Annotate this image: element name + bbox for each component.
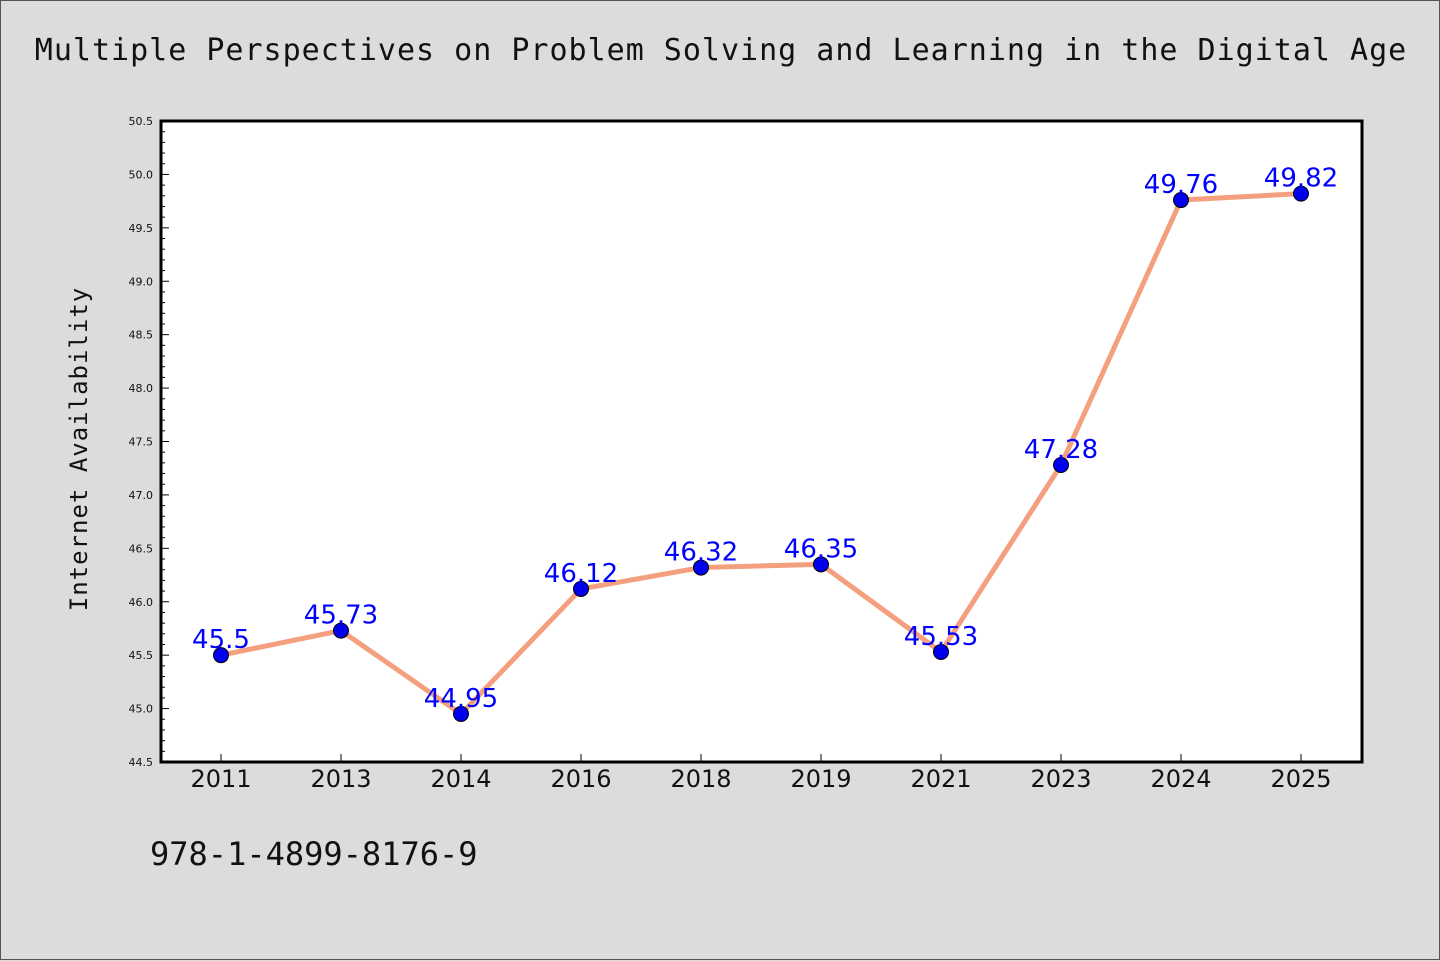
y-tick-label: 48.5	[129, 329, 154, 342]
x-tick-label: 2011	[190, 765, 251, 793]
x-tick-label: 2014	[430, 765, 491, 793]
series-group	[213, 185, 1309, 722]
data-point	[693, 559, 709, 576]
data-point	[933, 643, 949, 660]
x-axis: 2011 2013 2014 2016 2018 2019 2021 2023 2024 2025	[190, 754, 1332, 793]
data-label: 46.32	[664, 538, 738, 568]
y-tick-label: 47.5	[129, 436, 154, 449]
data-label: 45.53	[904, 622, 978, 652]
y-tick-label: 46.0	[129, 596, 154, 609]
data-point	[333, 622, 349, 639]
y-tick-label: 46.5	[129, 542, 154, 555]
data-label: 45.5	[192, 625, 250, 655]
y-axis: 44.5 45.0 45.5 46.0 46.5 47.0 47.5 48.0 48.5 49.0…	[129, 115, 169, 769]
y-tick-label: 50.0	[129, 168, 154, 181]
data-label: 49.76	[1144, 170, 1218, 200]
data-labels-group: 45.5 45.73 44.95 46.12 46.32 46.35 45.53 47.28 4…	[192, 164, 1338, 714]
y-tick-label: 45.5	[129, 649, 154, 662]
data-label: 46.12	[544, 559, 618, 589]
x-tick-label: 2013	[310, 765, 371, 793]
data-point	[453, 705, 469, 722]
data-point	[1173, 192, 1189, 209]
x-tick-label: 2025	[1270, 765, 1331, 793]
y-tick-label: 47.0	[129, 489, 154, 502]
x-tick-label: 2021	[910, 765, 971, 793]
chart-title: Multiple Perspectives on Problem Solving…	[34, 33, 1408, 68]
x-tick-label: 2019	[790, 765, 851, 793]
y-tick-label: 44.5	[129, 756, 154, 769]
data-label: 49.82	[1264, 164, 1338, 194]
y-tick-label: 45.0	[129, 703, 154, 716]
x-tick-label: 2023	[1030, 765, 1091, 793]
data-label: 45.73	[304, 601, 378, 631]
x-tick-label: 2016	[550, 765, 611, 793]
data-point	[213, 647, 229, 664]
x-tick-label: 2018	[670, 765, 731, 793]
data-label: 44.95	[424, 684, 498, 714]
series-line	[218, 191, 1304, 717]
plot-area	[159, 119, 1364, 764]
x-tick-label: 2024	[1150, 765, 1211, 793]
y-tick-label: 48.0	[129, 382, 154, 395]
isbn-text: 978-1-4899-8176-9	[150, 835, 478, 873]
data-point	[1293, 185, 1309, 202]
y-tick-label: 49.0	[129, 275, 154, 288]
data-point	[573, 580, 589, 597]
data-point	[813, 556, 829, 573]
data-label: 46.35	[784, 534, 858, 564]
y-tick-label: 49.5	[129, 222, 154, 235]
data-label: 47.28	[1024, 435, 1098, 465]
y-tick-label: 50.5	[129, 115, 154, 128]
data-point	[1053, 457, 1069, 474]
